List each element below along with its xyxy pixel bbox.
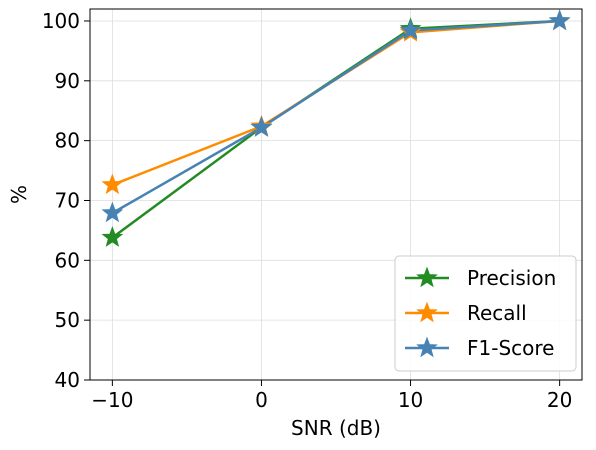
x-tick-label: 10 <box>398 388 423 412</box>
data-point-f1-score <box>399 19 422 40</box>
y-tick-label: 70 <box>55 188 80 212</box>
legend: Precision Recall F1-Score <box>394 255 577 372</box>
legend-marker-recall <box>416 301 438 323</box>
legend-label-f1-score: F1-Score <box>467 336 554 360</box>
y-axis-label: % <box>7 185 31 204</box>
data-point-recall <box>101 173 124 195</box>
y-tick-label: 50 <box>55 308 80 332</box>
data-point-precision <box>101 226 124 247</box>
y-tick-label: 100 <box>42 9 80 33</box>
series-line-recall <box>111 19 560 187</box>
legend-marker-f1-score <box>416 336 438 358</box>
x-axis-label: SNR (dB) <box>291 416 381 440</box>
x-tick-label: 20 <box>547 388 572 412</box>
legend-box <box>394 255 577 372</box>
y-tick-label: 80 <box>55 129 80 153</box>
data-point-f1-score <box>250 116 273 137</box>
series-markers <box>101 9 571 247</box>
x-tick-label: 0 <box>255 388 268 412</box>
legend-label-recall: Recall <box>467 301 527 325</box>
x-tick-label: −10 <box>91 388 133 412</box>
series-lines <box>111 19 560 239</box>
axis-ticks: −10 0 10 20 40 50 60 70 80 90 100 <box>42 9 573 412</box>
legend-marker-precision <box>416 266 438 288</box>
series-line-precision <box>111 19 560 239</box>
legend-label-precision: Precision <box>467 266 556 290</box>
series-line-f1-score <box>111 19 560 215</box>
y-tick-label: 90 <box>55 69 80 93</box>
data-point-f1-score <box>548 9 571 31</box>
data-point-f1-score <box>101 201 124 223</box>
y-tick-label: 60 <box>55 248 80 272</box>
y-tick-label: 40 <box>55 368 80 392</box>
plot-frame <box>89 8 583 381</box>
